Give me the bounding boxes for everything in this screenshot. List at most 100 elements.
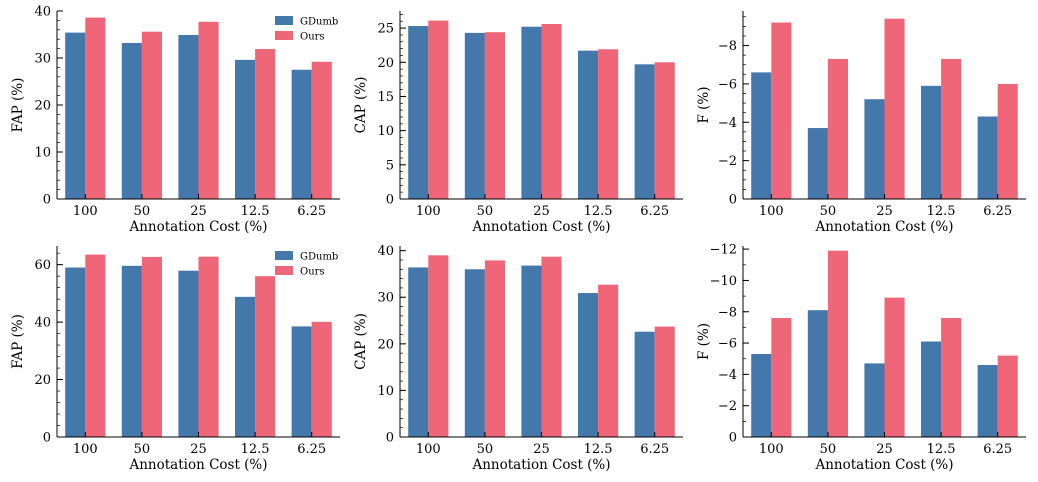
bar-ours-25 <box>541 23 562 199</box>
x-axis-label: Annotation Cost (%) <box>471 457 610 473</box>
x-axis-label: Annotation Cost (%) <box>128 219 267 235</box>
bar-gdumb-100 <box>65 267 86 437</box>
bar-ours-50 <box>141 31 162 200</box>
bar-ours-12.5 <box>941 318 962 437</box>
x-tick-label: 25 <box>190 442 207 457</box>
y-tick-label: 10 <box>34 146 51 161</box>
bar-ours-25 <box>198 256 219 437</box>
legend-swatch-gdumb <box>275 251 293 260</box>
y-tick-label: 40 <box>34 5 51 20</box>
y-axis-label: F (%) <box>696 86 712 123</box>
y-tick-label: 15 <box>377 90 394 105</box>
y-axis-label: FAP (%) <box>10 78 26 133</box>
bar-gdumb-12.5 <box>921 85 942 199</box>
legend: GDumb Ours <box>275 16 338 43</box>
y-tick-label: 20 <box>377 56 394 71</box>
bar-ours-100 <box>428 20 449 199</box>
y-tick-label: −8 <box>718 305 737 320</box>
y-axis-label: CAP (%) <box>353 77 369 134</box>
x-tick-label: 100 <box>73 204 98 219</box>
bar-gdumb-6.25 <box>291 69 312 199</box>
bar-ours-50 <box>827 250 848 437</box>
y-tick-label: 40 <box>34 316 51 331</box>
legend-label-gdumb: GDumb <box>300 252 338 263</box>
y-tick-label: 0 <box>43 431 51 446</box>
y-tick-label: −12 <box>710 243 737 258</box>
x-tick-label: 100 <box>416 204 441 219</box>
bar-gdumb-6.25 <box>634 331 655 437</box>
bar-ours-6.25 <box>997 355 1018 437</box>
bar-gdumb-25 <box>521 265 542 437</box>
bar-ours-50 <box>484 32 505 199</box>
x-tick-label: 6.25 <box>640 204 669 219</box>
bar-ours-100 <box>85 254 106 437</box>
x-axis-label: Annotation Cost (%) <box>814 457 953 473</box>
x-axis-label: Annotation Cost (%) <box>128 457 267 473</box>
x-tick-label: 12.5 <box>584 442 613 457</box>
chart-panel-5: 0 10 20 30 40 100 50 25 12.5 6.25 Annotation Cost … <box>353 244 683 473</box>
y-tick-label: 0 <box>729 193 737 208</box>
x-tick-label: 25 <box>876 204 893 219</box>
y-axis-label: CAP (%) <box>353 313 369 370</box>
x-tick-label: 6.25 <box>297 204 326 219</box>
bar-gdumb-100 <box>751 72 772 199</box>
chart-panel-2: 0 5 10 15 20 25 100 50 25 12.5 6.25 Annotation Cost… <box>353 11 683 235</box>
legend-label-ours: Ours <box>300 32 325 43</box>
legend-label-ours: Ours <box>300 267 325 278</box>
x-tick-label: 6.25 <box>297 442 326 457</box>
x-tick-label: 6.25 <box>983 442 1012 457</box>
x-tick-label: 25 <box>533 204 550 219</box>
bar-gdumb-25 <box>178 34 199 199</box>
bar-gdumb-100 <box>751 354 772 437</box>
bar-gdumb-100 <box>408 26 429 199</box>
bar-gdumb-6.25 <box>977 116 998 199</box>
y-tick-label: 0 <box>43 193 51 208</box>
bar-gdumb-50 <box>807 128 828 199</box>
x-tick-label: 50 <box>477 204 494 219</box>
y-tick-label: −6 <box>718 337 737 352</box>
bar-ours-50 <box>827 58 848 200</box>
y-axis-label: F (%) <box>696 323 712 360</box>
y-tick-label: 30 <box>34 52 51 67</box>
bar-gdumb-6.25 <box>634 64 655 199</box>
y-tick-label: 0 <box>729 431 737 446</box>
bar-gdumb-12.5 <box>235 59 256 199</box>
x-tick-label: 25 <box>533 442 550 457</box>
x-tick-label: 100 <box>759 442 784 457</box>
bar-ours-100 <box>771 22 792 200</box>
bar-ours-6.25 <box>654 326 675 437</box>
y-tick-label: 20 <box>34 373 51 388</box>
x-tick-label: 12.5 <box>927 204 956 219</box>
bar-ours-12.5 <box>255 49 276 199</box>
y-axis-label: FAP (%) <box>10 314 26 369</box>
y-tick-label: 10 <box>377 124 394 139</box>
legend-swatch-gdumb <box>275 16 293 25</box>
x-axis-label: Annotation Cost (%) <box>814 219 953 235</box>
y-tick-label: 10 <box>377 384 394 399</box>
bar-gdumb-25 <box>864 99 885 199</box>
bar-gdumb-50 <box>464 32 485 199</box>
y-tick-label: −6 <box>718 77 737 92</box>
bar-gdumb-100 <box>65 32 86 200</box>
y-tick-label: −10 <box>710 274 737 289</box>
bar-ours-6.25 <box>997 83 1018 199</box>
bar-ours-12.5 <box>255 276 276 437</box>
y-tick-label: 0 <box>386 431 394 446</box>
bar-ours-50 <box>141 256 162 437</box>
y-tick-label: 40 <box>377 244 394 259</box>
bar-gdumb-50 <box>464 269 485 437</box>
chart-panel-4: 0 20 40 60 100 50 25 12.5 6.25 Annotation Cost (%… <box>10 246 340 473</box>
y-tick-label: −8 <box>718 39 737 54</box>
y-tick-label: 25 <box>377 22 394 37</box>
bar-gdumb-100 <box>408 267 429 437</box>
bar-ours-6.25 <box>311 321 332 437</box>
bar-gdumb-12.5 <box>578 50 599 200</box>
bar-ours-25 <box>198 21 219 200</box>
legend-swatch-ours <box>275 266 293 275</box>
x-tick-label: 50 <box>820 442 837 457</box>
x-tick-label: 6.25 <box>983 204 1012 219</box>
x-tick-label: 50 <box>134 204 151 219</box>
chart-panel-6: 0 −2 −4 −6 −8 −10 −12 100 50 25 12.5 6.25 Annotation… <box>696 243 1026 473</box>
bar-gdumb-25 <box>521 26 542 199</box>
bar-ours-25 <box>884 297 905 437</box>
